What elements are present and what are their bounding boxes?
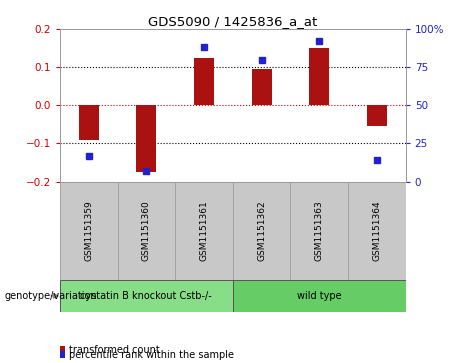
Bar: [194, 58, 214, 105]
Bar: [118, 182, 175, 280]
Bar: [60, 182, 118, 280]
Bar: [136, 105, 156, 172]
Text: wild type: wild type: [297, 291, 342, 301]
Text: GSM1151364: GSM1151364: [372, 200, 381, 261]
Text: GSM1151360: GSM1151360: [142, 200, 151, 261]
Text: GSM1151359: GSM1151359: [84, 200, 93, 261]
Text: transformed count: transformed count: [69, 345, 160, 355]
Bar: [348, 182, 406, 280]
Text: GSM1151363: GSM1151363: [315, 200, 324, 261]
Text: percentile rank within the sample: percentile rank within the sample: [69, 350, 234, 360]
Bar: [252, 69, 272, 105]
Bar: [233, 182, 290, 280]
Bar: [309, 48, 329, 105]
Text: cystatin B knockout Cstb-/-: cystatin B knockout Cstb-/-: [81, 291, 212, 301]
Bar: [79, 105, 99, 139]
Text: genotype/variation: genotype/variation: [5, 291, 97, 301]
Bar: [233, 280, 406, 312]
Bar: [175, 182, 233, 280]
Bar: [60, 280, 233, 312]
Text: GSM1151361: GSM1151361: [200, 200, 208, 261]
Text: GSM1151362: GSM1151362: [257, 200, 266, 261]
Bar: [367, 105, 387, 126]
Bar: [290, 182, 348, 280]
Title: GDS5090 / 1425836_a_at: GDS5090 / 1425836_a_at: [148, 15, 318, 28]
